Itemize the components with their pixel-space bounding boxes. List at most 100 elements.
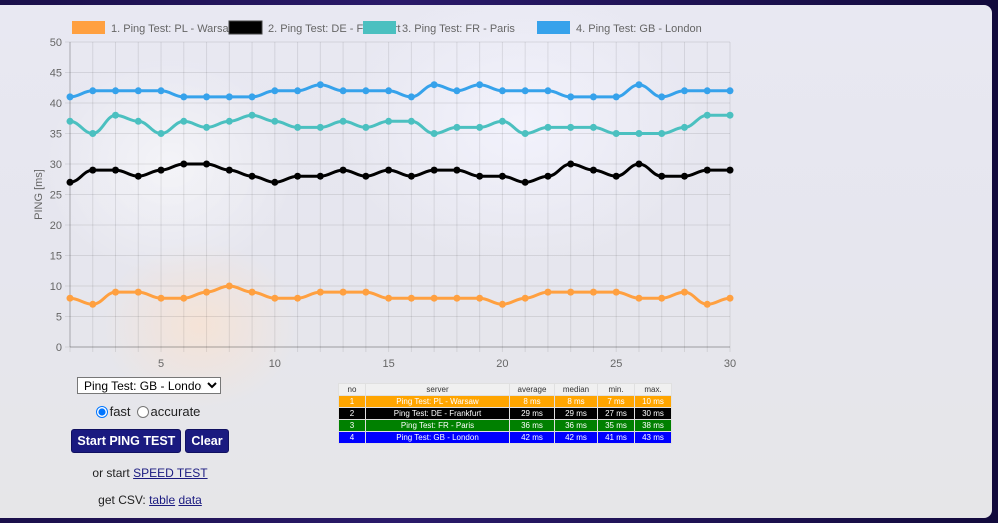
legend-item[interactable]: 3. Ping Test: FR - Paris bbox=[363, 21, 515, 35]
data-point[interactable] bbox=[658, 172, 666, 180]
server-select[interactable]: Ping Test: GB - London bbox=[77, 377, 221, 394]
data-point[interactable] bbox=[476, 123, 484, 131]
data-point[interactable] bbox=[89, 130, 97, 137]
data-point[interactable] bbox=[339, 117, 347, 125]
data-point[interactable] bbox=[248, 172, 256, 180]
data-point[interactable] bbox=[180, 117, 188, 125]
data-point[interactable] bbox=[385, 87, 393, 95]
data-point[interactable] bbox=[89, 300, 97, 308]
data-point[interactable] bbox=[89, 166, 97, 174]
data-point[interactable] bbox=[703, 111, 711, 119]
data-point[interactable] bbox=[498, 117, 506, 125]
data-point[interactable] bbox=[248, 93, 256, 101]
data-point[interactable] bbox=[680, 172, 688, 180]
data-point[interactable] bbox=[726, 111, 734, 119]
data-point[interactable] bbox=[362, 172, 370, 180]
data-point[interactable] bbox=[66, 178, 74, 186]
data-point[interactable] bbox=[385, 166, 393, 174]
data-point[interactable] bbox=[294, 87, 302, 95]
data-point[interactable] bbox=[680, 288, 688, 296]
data-point[interactable] bbox=[521, 178, 529, 186]
data-point[interactable] bbox=[203, 288, 211, 296]
data-point[interactable] bbox=[157, 130, 165, 137]
data-point[interactable] bbox=[271, 178, 279, 186]
data-point[interactable] bbox=[635, 160, 643, 168]
accurate-radio-label[interactable]: accurate bbox=[136, 404, 200, 419]
data-point[interactable] bbox=[271, 294, 279, 302]
data-point[interactable] bbox=[567, 93, 575, 101]
data-point[interactable] bbox=[680, 123, 688, 131]
data-point[interactable] bbox=[430, 81, 438, 89]
data-point[interactable] bbox=[407, 93, 415, 101]
data-point[interactable] bbox=[544, 87, 552, 95]
data-point[interactable] bbox=[430, 166, 438, 174]
start-ping-test-button[interactable]: Start PING TEST bbox=[71, 429, 182, 453]
data-point[interactable] bbox=[180, 160, 188, 168]
data-point[interactable] bbox=[134, 172, 142, 180]
data-point[interactable] bbox=[362, 87, 370, 95]
data-point[interactable] bbox=[112, 288, 120, 296]
legend-item[interactable]: 4. Ping Test: GB - London bbox=[537, 21, 702, 35]
data-point[interactable] bbox=[385, 117, 393, 125]
data-point[interactable] bbox=[407, 172, 415, 180]
data-point[interactable] bbox=[453, 123, 461, 131]
data-point[interactable] bbox=[407, 117, 415, 125]
data-point[interactable] bbox=[294, 294, 302, 302]
accurate-radio[interactable] bbox=[136, 405, 149, 418]
data-point[interactable] bbox=[612, 288, 620, 296]
data-point[interactable] bbox=[726, 294, 734, 302]
data-point[interactable] bbox=[476, 81, 484, 89]
data-point[interactable] bbox=[589, 93, 597, 101]
data-point[interactable] bbox=[271, 87, 279, 95]
data-point[interactable] bbox=[112, 111, 120, 119]
data-point[interactable] bbox=[430, 130, 438, 137]
data-point[interactable] bbox=[544, 288, 552, 296]
data-point[interactable] bbox=[203, 93, 211, 101]
data-point[interactable] bbox=[680, 87, 688, 95]
data-point[interactable] bbox=[498, 300, 506, 308]
data-point[interactable] bbox=[612, 172, 620, 180]
data-point[interactable] bbox=[521, 130, 529, 137]
data-point[interactable] bbox=[112, 166, 120, 174]
data-point[interactable] bbox=[134, 117, 142, 125]
data-point[interactable] bbox=[453, 87, 461, 95]
data-point[interactable] bbox=[635, 130, 643, 137]
data-point[interactable] bbox=[157, 87, 165, 95]
data-point[interactable] bbox=[271, 117, 279, 125]
csv-data-link[interactable]: data bbox=[178, 493, 202, 507]
clear-button[interactable]: Clear bbox=[185, 429, 229, 453]
data-point[interactable] bbox=[339, 288, 347, 296]
data-point[interactable] bbox=[544, 123, 552, 131]
data-point[interactable] bbox=[521, 87, 529, 95]
data-point[interactable] bbox=[362, 288, 370, 296]
data-point[interactable] bbox=[703, 166, 711, 174]
data-point[interactable] bbox=[339, 87, 347, 95]
data-point[interactable] bbox=[453, 166, 461, 174]
data-point[interactable] bbox=[544, 172, 552, 180]
data-point[interactable] bbox=[476, 294, 484, 302]
speed-test-link[interactable]: SPEED TEST bbox=[133, 466, 208, 480]
data-point[interactable] bbox=[134, 87, 142, 95]
data-point[interactable] bbox=[726, 166, 734, 174]
data-point[interactable] bbox=[635, 294, 643, 302]
data-point[interactable] bbox=[430, 294, 438, 302]
data-point[interactable] bbox=[316, 81, 324, 89]
data-point[interactable] bbox=[316, 123, 324, 131]
data-point[interactable] bbox=[225, 93, 233, 101]
data-point[interactable] bbox=[521, 294, 529, 302]
data-point[interactable] bbox=[157, 166, 165, 174]
data-point[interactable] bbox=[203, 123, 211, 131]
data-point[interactable] bbox=[589, 288, 597, 296]
data-point[interactable] bbox=[567, 288, 575, 296]
data-point[interactable] bbox=[248, 111, 256, 119]
csv-table-link[interactable]: table bbox=[149, 493, 176, 507]
data-point[interactable] bbox=[498, 172, 506, 180]
data-point[interactable] bbox=[498, 87, 506, 95]
data-point[interactable] bbox=[589, 123, 597, 131]
data-point[interactable] bbox=[180, 294, 188, 302]
data-point[interactable] bbox=[567, 160, 575, 168]
data-point[interactable] bbox=[703, 300, 711, 308]
data-point[interactable] bbox=[225, 282, 233, 290]
data-point[interactable] bbox=[612, 130, 620, 137]
data-point[interactable] bbox=[726, 87, 734, 95]
